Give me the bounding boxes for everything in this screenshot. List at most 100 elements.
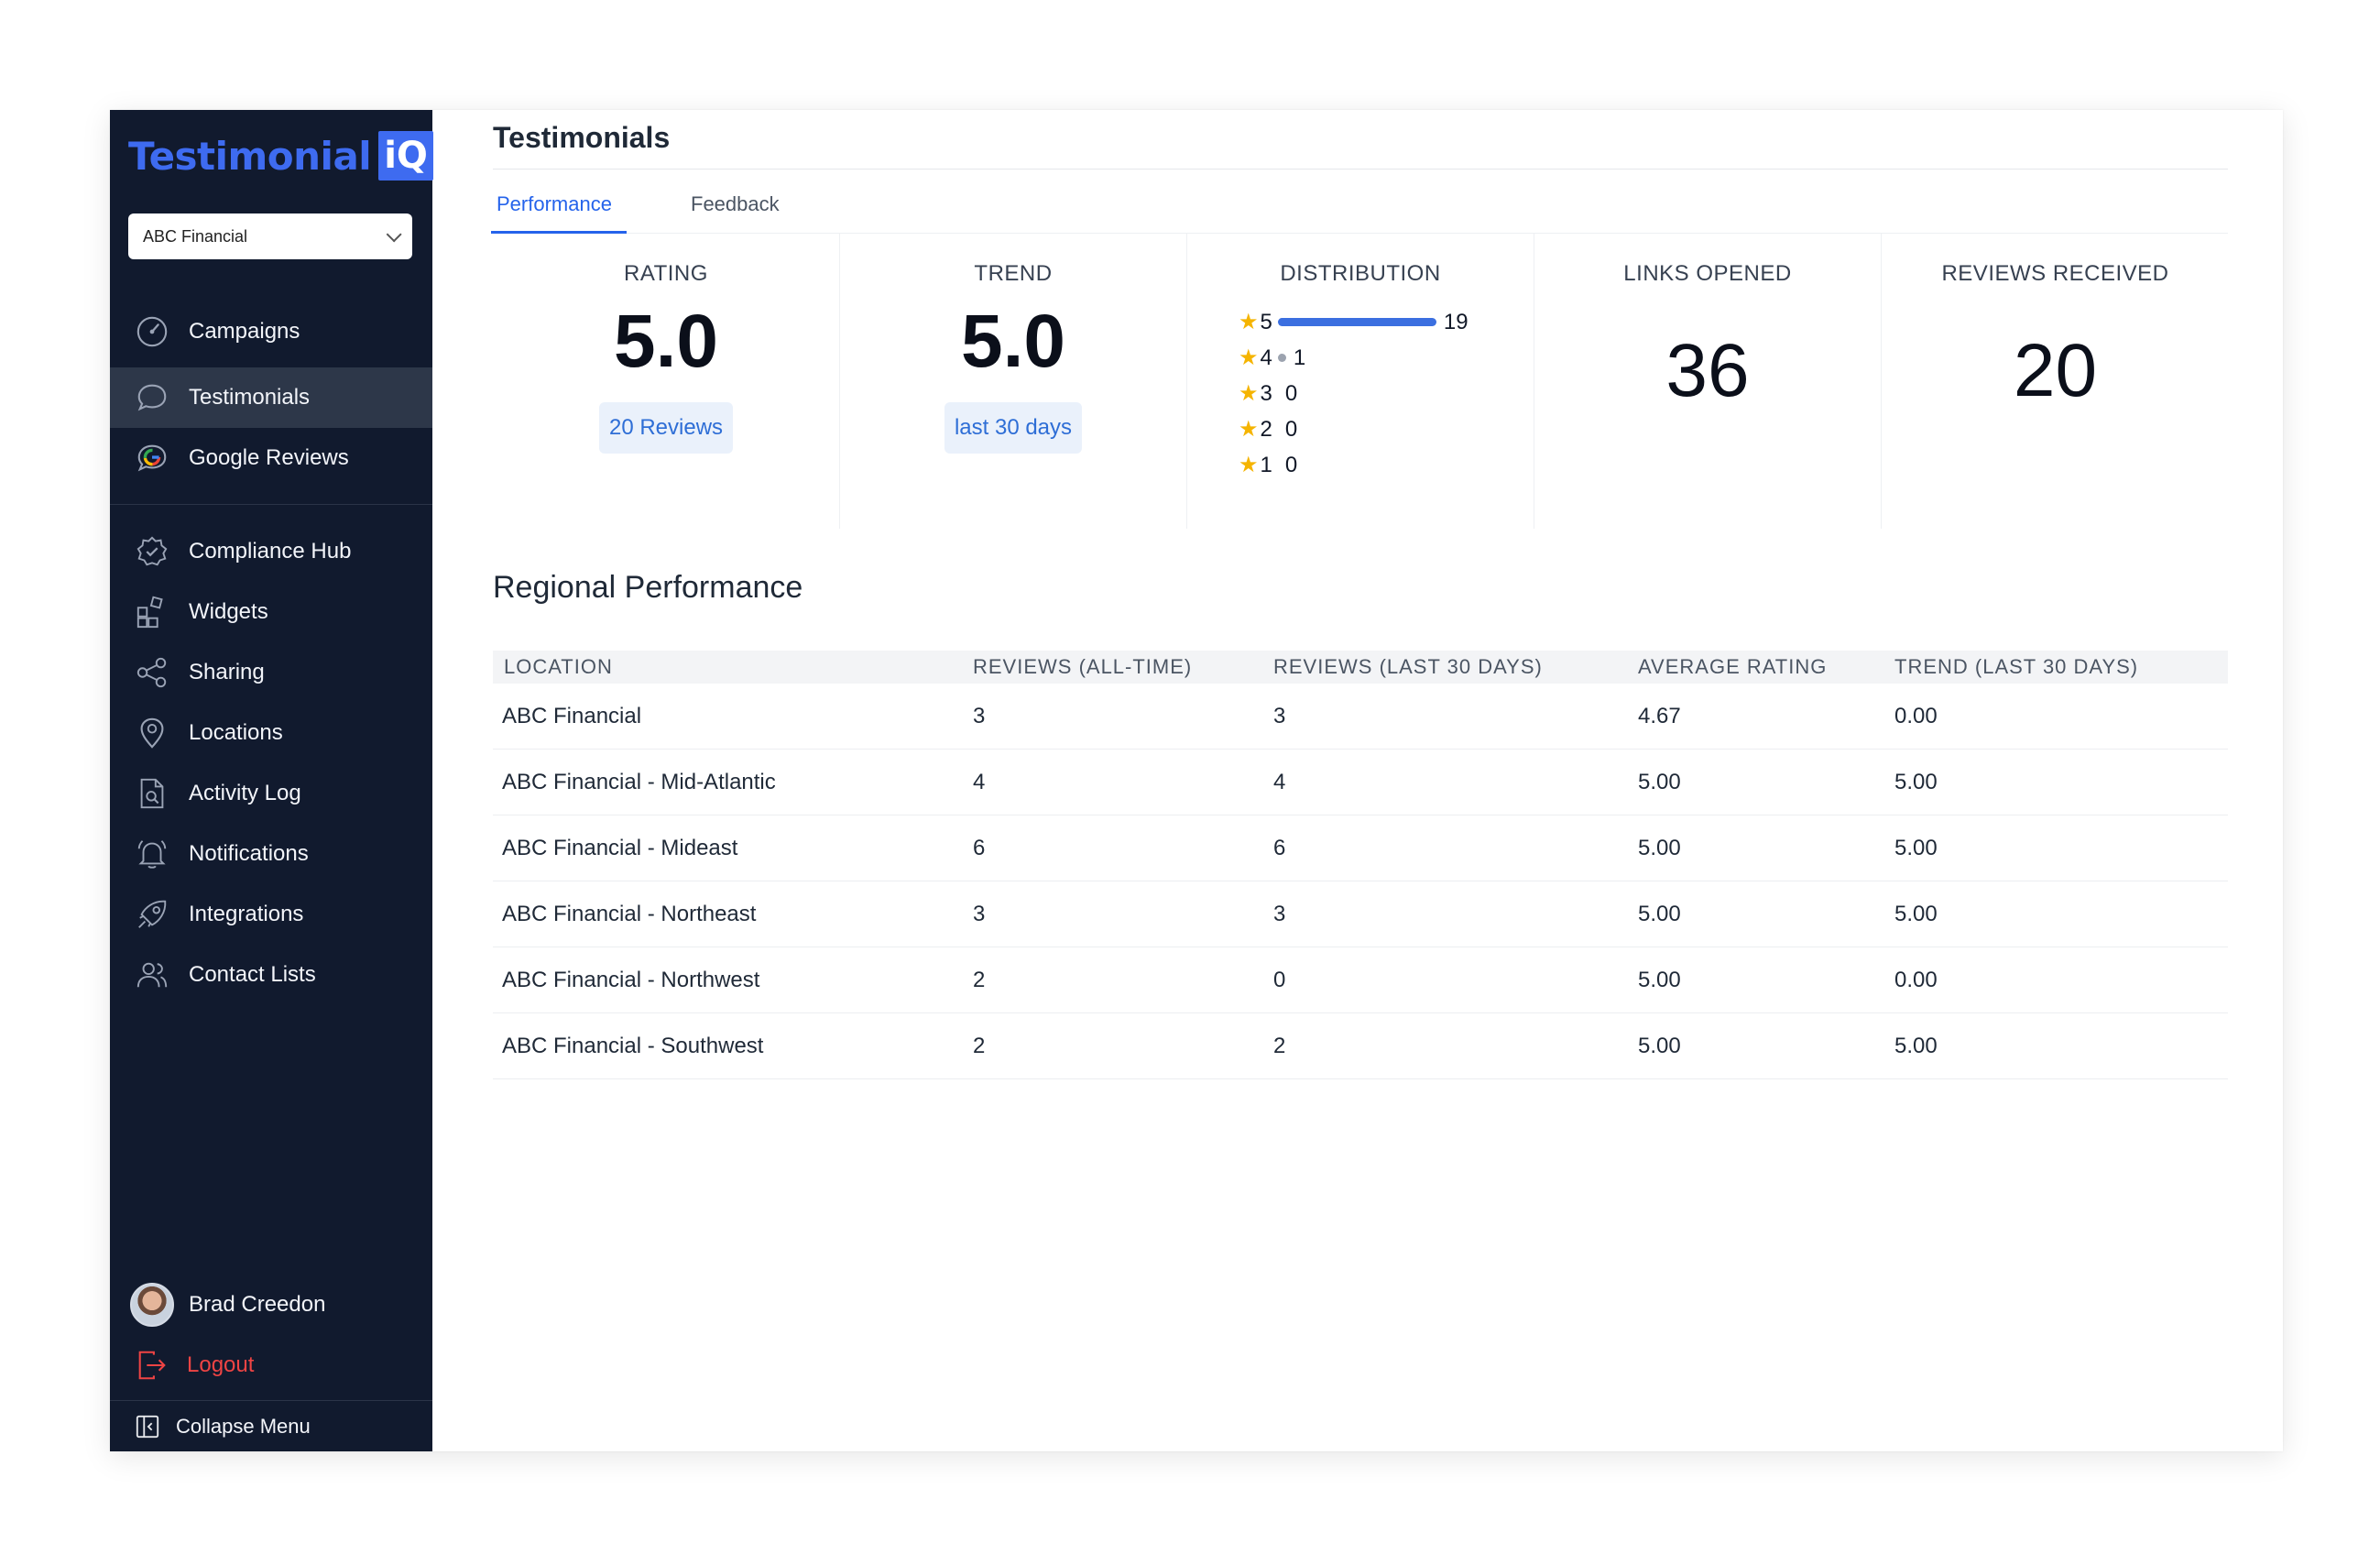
table-row[interactable]: ABC Financial - Mid-Atlantic 4 4 5.00 5.00: [493, 750, 2228, 815]
table-row[interactable]: ABC Financial - Mideast 6 6 5.00 5.00: [493, 815, 2228, 881]
stat-label: RATING: [624, 261, 708, 286]
cell-reviews-all-time: 3: [973, 703, 986, 728]
cell-trend-last-30: 5.00: [1894, 901, 1938, 926]
table-row[interactable]: ABC Financial - Southwest 2 2 5.00 5.00: [493, 1013, 2228, 1079]
user-name: Brad Creedon: [189, 1292, 326, 1317]
sidebar-item-notifications[interactable]: Notifications: [110, 824, 432, 884]
logo-badge: iQ: [378, 131, 433, 181]
sidebar-item-label: Locations: [189, 720, 283, 745]
logout-label: Logout: [187, 1352, 255, 1377]
stat-card-links-opened: LINKS OPENED 36: [1534, 234, 1882, 529]
cell-average-rating: 5.00: [1638, 901, 1681, 926]
sidebar-item-label: Contact Lists: [189, 962, 316, 987]
distribution-row: ★ 1 0: [1239, 452, 1297, 478]
reviews-count-badge[interactable]: 20 Reviews: [598, 402, 734, 454]
cell-average-rating: 5.00: [1638, 967, 1681, 992]
stat-card-trend: TREND 5.0 last 30 days: [840, 234, 1187, 529]
user-profile[interactable]: Brad Creedon: [130, 1283, 325, 1327]
cell-reviews-all-time: 2: [973, 1033, 986, 1058]
sidebar-item-google-reviews[interactable]: Google Reviews: [110, 428, 432, 488]
cell-trend-last-30: 0.00: [1894, 703, 1938, 728]
cell-location: ABC Financial - Southwest: [502, 1033, 764, 1058]
logout-icon: [134, 1347, 170, 1384]
map-pin-icon: [134, 715, 170, 751]
document-search-icon: [134, 775, 170, 812]
app-window: Testimonial iQ ABC Financial Campaigns T…: [110, 110, 2283, 1451]
cell-average-rating: 4.67: [1638, 703, 1681, 728]
table-row[interactable]: ABC Financial 3 3 4.67 0.00: [493, 684, 2228, 750]
column-header-trend-last-30[interactable]: TREND (LAST 30 DAYS): [1894, 655, 2139, 678]
rating-value: 5.0: [614, 300, 718, 383]
cell-reviews-last-30: 4: [1273, 769, 1286, 794]
sidebar-item-widgets[interactable]: Widgets: [110, 582, 432, 642]
main-content: Testimonials Performance Feedback RATING…: [432, 110, 2283, 1451]
collapse-menu-label: Collapse Menu: [176, 1414, 311, 1438]
cell-trend-last-30: 0.00: [1894, 967, 1938, 992]
distribution-row: ★ 5 19: [1239, 309, 1468, 335]
shield-check-icon: [134, 533, 170, 570]
chat-bubble-icon: [134, 379, 170, 416]
cell-location: ABC Financial: [502, 703, 642, 728]
distribution-count: 19: [1443, 309, 1468, 334]
distribution-star-level: 3: [1260, 380, 1272, 406]
distribution-star-level: 4: [1260, 345, 1272, 370]
cell-location: ABC Financial - Northeast: [502, 901, 757, 926]
bell-icon: [134, 836, 170, 872]
sidebar-item-sharing[interactable]: Sharing: [110, 642, 432, 703]
rocket-icon: [134, 896, 170, 933]
column-header-reviews-all-time[interactable]: REVIEWS (ALL-TIME): [973, 655, 1193, 678]
collapse-menu-button[interactable]: Collapse Menu: [110, 1400, 432, 1451]
distribution-row: ★ 4 1: [1239, 345, 1305, 371]
account-select[interactable]: ABC Financial: [128, 213, 412, 259]
column-header-average-rating[interactable]: AVERAGE RATING: [1638, 655, 1828, 678]
logo[interactable]: Testimonial iQ: [128, 130, 433, 181]
stat-card-reviews-received: REVIEWS RECEIVED 20: [1882, 234, 2229, 529]
distribution-count: 1: [1293, 345, 1306, 370]
distribution-count: 0: [1284, 452, 1298, 477]
sidebar-item-contact-lists[interactable]: Contact Lists: [110, 945, 432, 1005]
cell-reviews-last-30: 3: [1273, 901, 1286, 926]
sidebar: Testimonial iQ ABC Financial Campaigns T…: [110, 110, 433, 1451]
stat-label: DISTRIBUTION: [1280, 261, 1441, 286]
tab-feedback[interactable]: Feedback: [691, 192, 780, 215]
period-badge[interactable]: last 30 days: [944, 402, 1083, 454]
table-row[interactable]: ABC Financial - Northwest 2 0 5.00 0.00: [493, 947, 2228, 1013]
column-header-location[interactable]: LOCATION: [504, 655, 613, 678]
reviews-received-value: 20: [2013, 329, 2098, 412]
stat-label: LINKS OPENED: [1623, 261, 1792, 286]
page-title: Testimonials: [493, 121, 671, 154]
star-icon: ★: [1239, 310, 1259, 334]
cell-reviews-all-time: 2: [973, 967, 986, 992]
regional-performance-table: LOCATION REVIEWS (ALL-TIME) REVIEWS (LAS…: [493, 651, 2228, 1079]
section-title-regional: Regional Performance: [493, 570, 803, 605]
sidebar-item-activity-log[interactable]: Activity Log: [110, 763, 432, 824]
tab-performance[interactable]: Performance: [497, 192, 612, 215]
sidebar-item-label: Integrations: [189, 902, 304, 926]
distribution-row: ★ 3 0: [1239, 380, 1297, 407]
trend-value: 5.0: [961, 300, 1065, 383]
cell-reviews-all-time: 4: [973, 769, 986, 794]
sidebar-item-compliance-hub[interactable]: Compliance Hub: [110, 521, 432, 582]
cell-location: ABC Financial - Mid-Atlantic: [502, 769, 776, 794]
star-icon: ★: [1239, 345, 1259, 370]
distribution-star-level: 1: [1260, 452, 1272, 477]
table-row[interactable]: ABC Financial - Northeast 3 3 5.00 5.00: [493, 881, 2228, 947]
column-header-reviews-last-30[interactable]: REVIEWS (LAST 30 DAYS): [1273, 655, 1543, 678]
sidebar-item-label: Widgets: [189, 599, 268, 624]
share-icon: [134, 654, 170, 691]
cell-trend-last-30: 5.00: [1894, 835, 1938, 860]
avatar: [130, 1283, 174, 1327]
cell-reviews-last-30: 2: [1273, 1033, 1286, 1058]
sidebar-item-testimonials[interactable]: Testimonials: [110, 367, 432, 428]
users-icon: [134, 957, 170, 993]
sidebar-item-campaigns[interactable]: Campaigns: [110, 301, 432, 362]
logout-button[interactable]: Logout: [134, 1347, 254, 1384]
cell-reviews-last-30: 3: [1273, 703, 1286, 728]
sidebar-item-label: Testimonials: [189, 385, 311, 410]
chevron-down-icon: [386, 226, 402, 243]
sidebar-item-locations[interactable]: Locations: [110, 703, 432, 763]
sidebar-item-integrations[interactable]: Integrations: [110, 884, 432, 945]
sidebar-item-label: Campaigns: [189, 319, 300, 344]
star-icon: ★: [1239, 417, 1259, 442]
stat-label: REVIEWS RECEIVED: [1941, 261, 2169, 286]
